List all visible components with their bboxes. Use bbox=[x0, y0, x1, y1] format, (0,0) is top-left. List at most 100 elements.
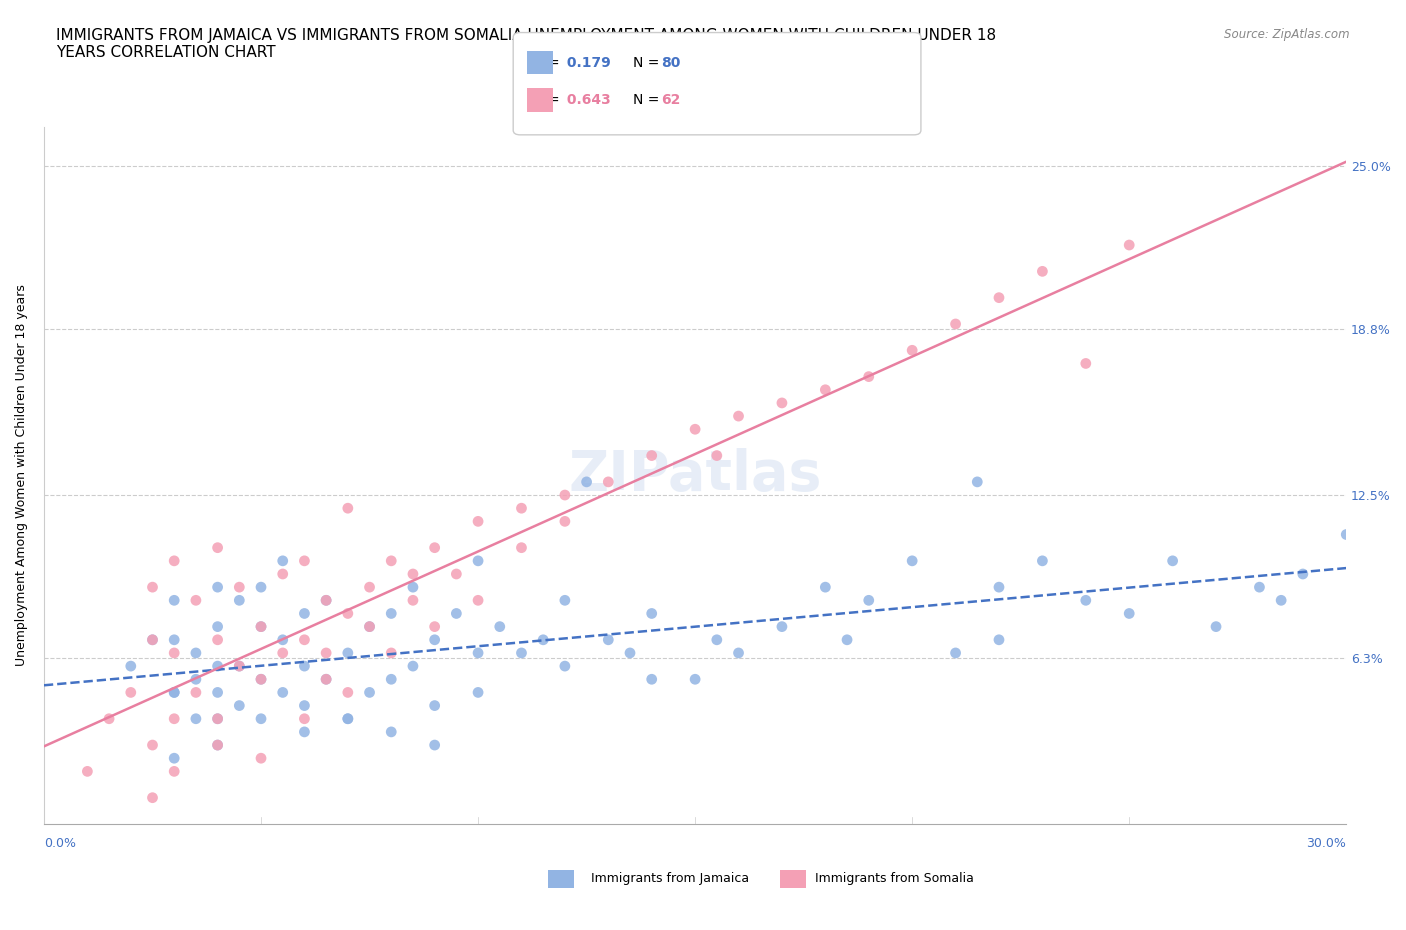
Text: ZIPatlas: ZIPatlas bbox=[568, 448, 823, 502]
Point bbox=[488, 619, 510, 634]
Point bbox=[359, 619, 381, 634]
Point bbox=[770, 619, 793, 634]
Point bbox=[575, 474, 598, 489]
Point bbox=[988, 579, 1011, 594]
Point bbox=[207, 632, 229, 647]
Point bbox=[1249, 579, 1271, 594]
Text: N =: N = bbox=[633, 56, 664, 71]
Point bbox=[294, 553, 316, 568]
Point bbox=[1031, 553, 1053, 568]
Point bbox=[271, 632, 294, 647]
Point bbox=[510, 500, 533, 515]
Point bbox=[271, 566, 294, 581]
Point bbox=[1074, 592, 1097, 607]
Point bbox=[402, 592, 425, 607]
Point bbox=[336, 711, 359, 726]
Point bbox=[423, 737, 446, 752]
Point bbox=[228, 592, 250, 607]
Point bbox=[641, 448, 664, 463]
Text: N =: N = bbox=[633, 93, 664, 108]
Point bbox=[294, 724, 316, 739]
Text: Immigrants from Jamaica: Immigrants from Jamaica bbox=[591, 872, 748, 885]
Point bbox=[207, 711, 229, 726]
Point bbox=[988, 290, 1011, 305]
Point bbox=[945, 316, 967, 331]
Text: Immigrants from Somalia: Immigrants from Somalia bbox=[815, 872, 974, 885]
Point bbox=[336, 606, 359, 621]
Point bbox=[598, 474, 620, 489]
Point bbox=[294, 606, 316, 621]
Point bbox=[141, 632, 163, 647]
Point bbox=[423, 619, 446, 634]
Point bbox=[336, 685, 359, 700]
Point bbox=[359, 685, 381, 700]
Point bbox=[1292, 566, 1315, 581]
Point bbox=[966, 474, 988, 489]
Point bbox=[207, 685, 229, 700]
Text: 0.0%: 0.0% bbox=[44, 837, 76, 850]
Point bbox=[706, 448, 728, 463]
Point bbox=[1074, 356, 1097, 371]
Point bbox=[271, 685, 294, 700]
Point bbox=[336, 645, 359, 660]
Point bbox=[359, 619, 381, 634]
Text: 30.0%: 30.0% bbox=[1306, 837, 1347, 850]
Point bbox=[402, 658, 425, 673]
Point bbox=[250, 619, 273, 634]
Point bbox=[207, 737, 229, 752]
Point bbox=[510, 645, 533, 660]
Point bbox=[294, 711, 316, 726]
Text: R =: R = bbox=[534, 56, 564, 71]
Point bbox=[250, 711, 273, 726]
Point bbox=[271, 553, 294, 568]
Point bbox=[446, 566, 468, 581]
Point bbox=[683, 671, 706, 686]
Point bbox=[207, 658, 229, 673]
Point bbox=[163, 645, 186, 660]
Point bbox=[402, 566, 425, 581]
Point bbox=[294, 698, 316, 713]
Point bbox=[727, 645, 749, 660]
Point bbox=[554, 592, 576, 607]
Point bbox=[163, 632, 186, 647]
Point bbox=[250, 619, 273, 634]
Point bbox=[814, 579, 837, 594]
Point bbox=[163, 764, 186, 778]
Point bbox=[294, 658, 316, 673]
Point bbox=[727, 408, 749, 423]
Point bbox=[1118, 237, 1140, 252]
Point bbox=[467, 645, 489, 660]
Point bbox=[1118, 606, 1140, 621]
Point bbox=[141, 579, 163, 594]
Point bbox=[402, 579, 425, 594]
Text: 0.179: 0.179 bbox=[562, 56, 612, 71]
Point bbox=[770, 395, 793, 410]
Point bbox=[1031, 264, 1053, 279]
Point bbox=[315, 671, 337, 686]
Point bbox=[467, 592, 489, 607]
Point bbox=[683, 422, 706, 437]
Point bbox=[531, 632, 554, 647]
Point bbox=[315, 671, 337, 686]
Point bbox=[250, 671, 273, 686]
Point bbox=[184, 671, 207, 686]
Point bbox=[554, 514, 576, 529]
Text: Source: ZipAtlas.com: Source: ZipAtlas.com bbox=[1225, 28, 1350, 41]
Point bbox=[423, 632, 446, 647]
Point bbox=[446, 606, 468, 621]
Text: IMMIGRANTS FROM JAMAICA VS IMMIGRANTS FROM SOMALIA UNEMPLOYMENT AMONG WOMEN WITH: IMMIGRANTS FROM JAMAICA VS IMMIGRANTS FR… bbox=[56, 28, 997, 60]
Point bbox=[315, 592, 337, 607]
Point bbox=[380, 606, 402, 621]
Text: 0.643: 0.643 bbox=[562, 93, 612, 108]
Point bbox=[380, 724, 402, 739]
Point bbox=[858, 592, 880, 607]
Point bbox=[184, 711, 207, 726]
Point bbox=[141, 737, 163, 752]
Point bbox=[163, 685, 186, 700]
Point bbox=[250, 671, 273, 686]
Point bbox=[120, 685, 142, 700]
Point bbox=[901, 553, 924, 568]
Point bbox=[1336, 527, 1358, 542]
Point bbox=[380, 671, 402, 686]
Point bbox=[336, 711, 359, 726]
